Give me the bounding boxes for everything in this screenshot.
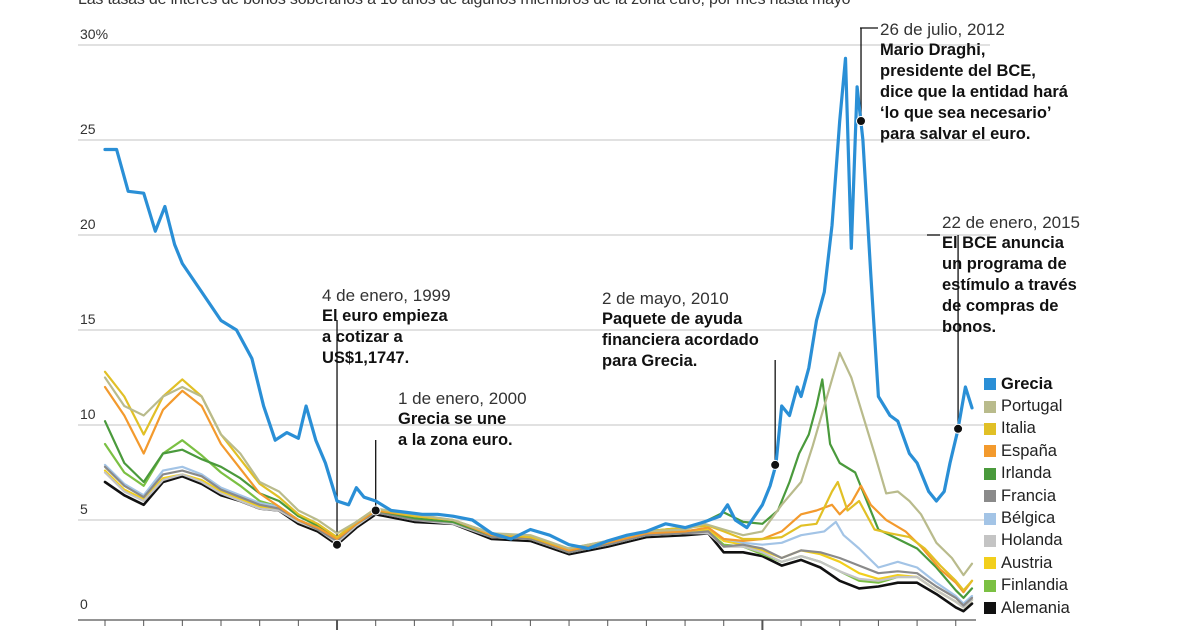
- legend-label: Portugal: [1001, 397, 1063, 416]
- legend-swatch: [984, 579, 996, 592]
- annotation-marker: [770, 459, 781, 470]
- annotation-euro-1999: 4 de enero, 1999 El euro empieza a cotiz…: [322, 285, 451, 369]
- legend-item: Irlanda: [984, 463, 1070, 485]
- legend-swatch: [984, 378, 996, 391]
- annotation-marker: [370, 505, 381, 516]
- legend-swatch: [984, 467, 996, 480]
- legend-item: Bélgica: [984, 507, 1070, 529]
- chart-subtitle: Las tasas de interés de bonos soberanos …: [78, 0, 851, 9]
- gridlines: 30% 25 20 15 10 5 0: [78, 26, 990, 612]
- legend-item: Finlandia: [984, 575, 1070, 597]
- legend-swatch: [984, 602, 996, 615]
- annotation-text: El euro empieza a cotizar a US$1,1747.: [322, 307, 448, 367]
- annotation-marker: [953, 423, 964, 434]
- legend-item: Austria: [984, 552, 1070, 574]
- y-tick-label: 15: [80, 311, 96, 327]
- legend-label: Holanda: [1001, 531, 1063, 550]
- series-line-irlanda: [103, 378, 974, 599]
- annotation-rescate-2010: 2 de mayo, 2010 Paquete de ayuda financi…: [602, 288, 759, 372]
- y-tick-label: 25: [80, 121, 96, 137]
- legend-swatch: [984, 557, 996, 570]
- annotation-draghi: 26 de julio, 2012 Mario Draghi, presiden…: [880, 19, 1068, 145]
- series-line-grecia: [103, 56, 974, 551]
- annotation-marker: [332, 539, 343, 550]
- legend-item: Francia: [984, 485, 1070, 507]
- legend-item: Italia: [984, 418, 1070, 440]
- series-line-alemania: [103, 475, 974, 613]
- legend-label: Italia: [1001, 419, 1036, 438]
- legend: Grecia Portugal Italia España Irlanda Francia…: [984, 373, 1070, 619]
- annotation-text: Grecia se une a la zona euro.: [398, 410, 513, 449]
- annotation-text: Mario Draghi, presidente del BCE, dice q…: [880, 41, 1068, 143]
- series-line-espana: [103, 385, 974, 594]
- annotation-leaders: [336, 27, 959, 545]
- legend-label: Alemania: [1001, 598, 1070, 617]
- legend-swatch: [984, 422, 996, 435]
- annotation-date: 22 de enero, 2015: [942, 213, 1081, 232]
- annotation-date: 1 de enero, 2000: [398, 389, 527, 408]
- legend-item: Holanda: [984, 530, 1070, 552]
- series-line-francia: [103, 465, 974, 607]
- legend-item: Grecia: [984, 373, 1070, 395]
- annotation-date: 4 de enero, 1999: [322, 286, 451, 305]
- annotation-date: 2 de mayo, 2010: [602, 289, 729, 308]
- legend-label: Grecia: [1001, 374, 1053, 393]
- y-tick-label: 0: [80, 596, 88, 612]
- y-tick-label: 30%: [80, 26, 108, 42]
- annotation-text: Paquete de ayuda financiera acordado par…: [602, 310, 759, 370]
- y-tick-label: 10: [80, 406, 96, 422]
- legend-swatch: [984, 512, 996, 525]
- annotation-date: 26 de julio, 2012: [880, 20, 1005, 39]
- annotation-bce-2015: 22 de enero, 2015 El BCE anuncia un prog…: [942, 212, 1080, 338]
- legend-label: Bélgica: [1001, 509, 1056, 528]
- annotation-marker: [856, 116, 867, 126]
- legend-label: Francia: [1001, 486, 1057, 505]
- legend-label: Finlandia: [1001, 576, 1068, 595]
- legend-swatch: [984, 400, 996, 413]
- legend-item: España: [984, 440, 1070, 462]
- legend-label: España: [1001, 441, 1057, 460]
- y-tick-label: 20: [80, 216, 96, 232]
- legend-swatch: [984, 445, 996, 458]
- legend-item: Portugal: [984, 395, 1070, 417]
- legend-label: Irlanda: [1001, 464, 1052, 483]
- legend-swatch: [984, 534, 996, 547]
- annotation-markers: [332, 116, 964, 550]
- legend-swatch: [984, 490, 996, 503]
- series-lines: [103, 56, 974, 613]
- y-tick-label: 5: [80, 501, 88, 517]
- annotation-text: El BCE anuncia un programa de estímulo a…: [942, 234, 1077, 336]
- legend-item: Alemania: [984, 597, 1070, 619]
- legend-label: Austria: [1001, 553, 1053, 572]
- x-axis: [78, 619, 976, 630]
- annotation-grecia-2000: 1 de enero, 2000 Grecia se une a la zona…: [398, 388, 527, 451]
